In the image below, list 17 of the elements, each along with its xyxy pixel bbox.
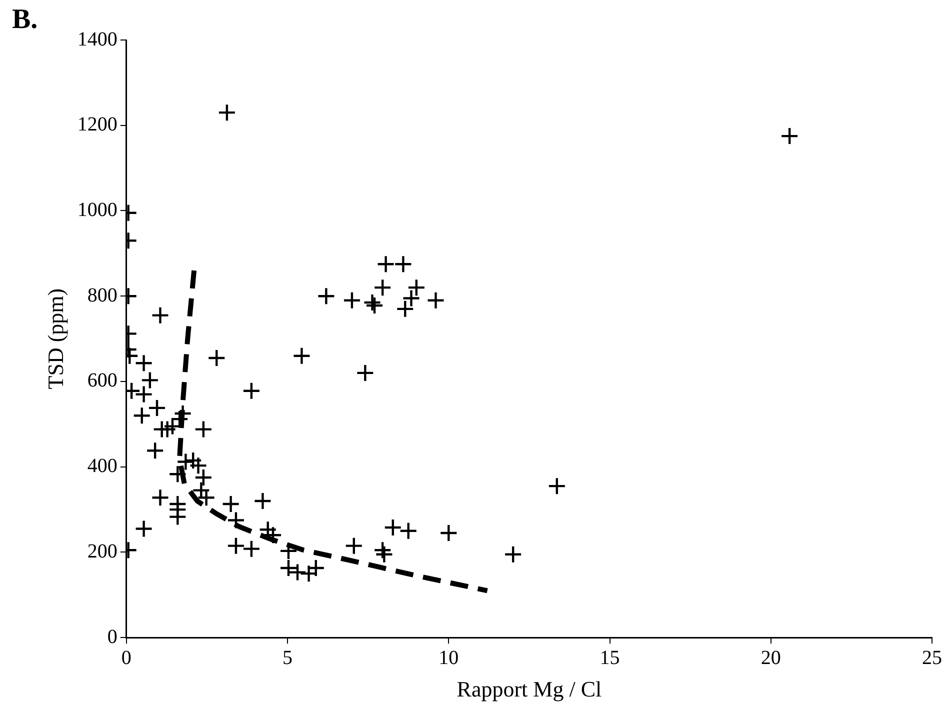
x-axis-title: Rapport Mg / Cl — [456, 676, 602, 702]
y-tick-label: 200 — [87, 540, 118, 562]
x-tick-label: 20 — [760, 646, 781, 669]
y-tick-label: 600 — [87, 370, 118, 392]
y-tick-label: 800 — [87, 284, 118, 306]
y-tick-label: 1200 — [77, 114, 118, 136]
y-tick-label: 400 — [87, 455, 118, 478]
x-tick-label: 5 — [282, 646, 293, 669]
y-tick-label: 0 — [107, 626, 118, 648]
x-tick-label: 15 — [600, 646, 620, 669]
x-tick-label: 0 — [121, 646, 132, 669]
y-tick-label: 1000 — [77, 198, 118, 221]
x-tick-label: 10 — [438, 646, 459, 669]
y-tick-label: 1400 — [77, 28, 118, 50]
x-tick-label: 25 — [922, 646, 942, 669]
text: B. — [12, 4, 38, 36]
y-axis-title: TSD (ppm) — [42, 288, 68, 390]
